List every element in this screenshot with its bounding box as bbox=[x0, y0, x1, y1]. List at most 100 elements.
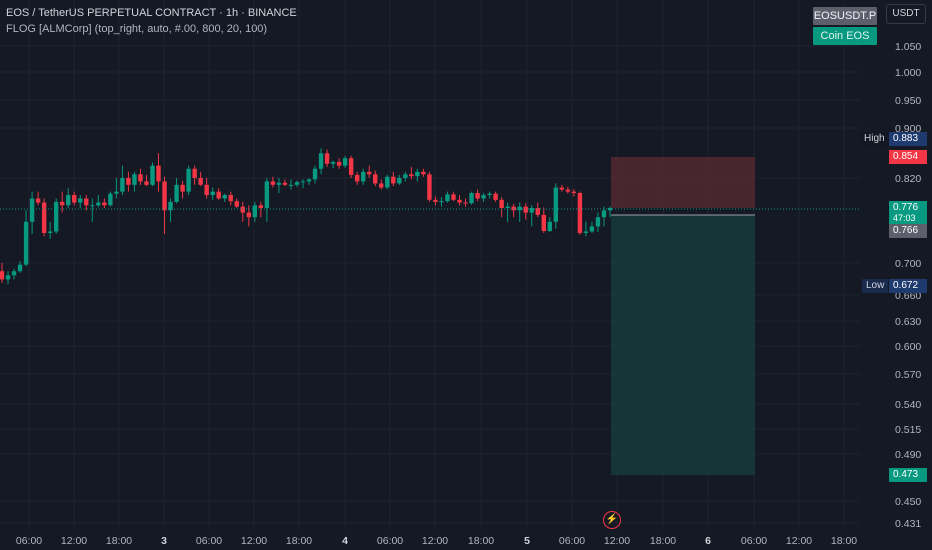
price-tick: 1.000 bbox=[895, 67, 921, 79]
candle-body bbox=[535, 208, 540, 215]
candle bbox=[409, 166, 414, 180]
stop-value: 0.854 bbox=[889, 150, 927, 164]
candle bbox=[132, 171, 137, 192]
candle-body bbox=[445, 194, 450, 202]
stop-loss-zone[interactable] bbox=[611, 157, 755, 208]
candle-body bbox=[180, 184, 185, 192]
candle bbox=[144, 174, 149, 187]
candle bbox=[403, 171, 408, 182]
candle-body bbox=[144, 181, 149, 185]
candle bbox=[294, 180, 300, 187]
candle-body bbox=[421, 171, 426, 175]
time-tick: 3 bbox=[161, 535, 167, 547]
candle bbox=[397, 174, 402, 185]
candle-body bbox=[493, 193, 498, 200]
candle bbox=[469, 191, 474, 205]
price-tick: 0.540 bbox=[895, 399, 921, 411]
candle-body bbox=[47, 231, 53, 233]
candle-body bbox=[276, 182, 282, 185]
candle bbox=[180, 180, 185, 199]
candle bbox=[240, 201, 245, 222]
candle bbox=[517, 202, 522, 222]
candle-body bbox=[481, 195, 486, 199]
target-value: 0.473 bbox=[889, 468, 927, 482]
candle-body bbox=[240, 206, 245, 213]
candle bbox=[222, 193, 227, 202]
candle bbox=[192, 165, 197, 185]
candle bbox=[601, 206, 607, 227]
candle-body bbox=[282, 182, 288, 185]
time-tick: 06:00 bbox=[16, 535, 42, 547]
candle bbox=[29, 191, 35, 234]
candle bbox=[445, 191, 450, 203]
countdown: 47:03 bbox=[889, 213, 927, 224]
price-tick: 0.515 bbox=[895, 424, 921, 436]
candle-body bbox=[120, 178, 125, 192]
candle-body bbox=[252, 205, 258, 218]
candle-body bbox=[156, 165, 161, 182]
candle-body bbox=[102, 202, 107, 206]
candle-body bbox=[541, 214, 546, 231]
candle bbox=[427, 171, 432, 202]
candle-body bbox=[360, 171, 366, 182]
candle bbox=[373, 170, 378, 187]
candle bbox=[282, 179, 288, 187]
candle-body bbox=[288, 184, 294, 186]
currency-button[interactable]: USDT bbox=[886, 4, 926, 24]
candle bbox=[571, 188, 577, 197]
time-tick: 18:00 bbox=[106, 535, 132, 547]
lightning-icon[interactable]: ⚡ bbox=[603, 511, 621, 529]
candle-body bbox=[379, 183, 384, 188]
candle bbox=[300, 179, 306, 189]
candle-body bbox=[511, 206, 516, 211]
candle bbox=[53, 198, 59, 234]
candle-body bbox=[336, 161, 342, 166]
candle-body bbox=[168, 201, 173, 211]
candle-body bbox=[595, 217, 601, 227]
entry-value: 0.766 bbox=[889, 224, 927, 238]
candle-body bbox=[150, 165, 155, 185]
candle bbox=[595, 212, 601, 232]
candle-body bbox=[294, 182, 300, 185]
candle-body bbox=[529, 208, 534, 213]
candle-body bbox=[397, 178, 402, 184]
candle bbox=[216, 188, 221, 200]
candle-body bbox=[318, 153, 324, 169]
time-tick: 18:00 bbox=[650, 535, 676, 547]
candle bbox=[415, 168, 420, 182]
candle bbox=[589, 221, 595, 233]
candle bbox=[162, 176, 167, 234]
symbol-title: EOS / TetherUS PERPETUAL CONTRACT · 1h ·… bbox=[6, 7, 297, 19]
time-tick: 12:00 bbox=[786, 535, 812, 547]
candle bbox=[11, 268, 17, 280]
candle bbox=[168, 198, 173, 222]
price-tick: 0.950 bbox=[895, 95, 921, 107]
price-tick: 1.050 bbox=[895, 41, 921, 53]
candle bbox=[126, 171, 131, 192]
time-tick: 06:00 bbox=[377, 535, 403, 547]
candle-body bbox=[324, 153, 330, 164]
candle-body bbox=[264, 181, 270, 208]
time-tick: 06:00 bbox=[741, 535, 767, 547]
candle bbox=[288, 179, 294, 190]
price-tick: 0.450 bbox=[895, 496, 921, 508]
candle bbox=[481, 193, 486, 202]
candle bbox=[47, 221, 53, 239]
candle-body bbox=[198, 178, 203, 185]
candle-body bbox=[553, 187, 559, 222]
candle-body bbox=[367, 171, 372, 175]
take-profit-zone[interactable] bbox=[611, 215, 755, 475]
candle-body bbox=[330, 161, 336, 164]
candle-body bbox=[222, 195, 227, 199]
time-tick: 4 bbox=[342, 535, 348, 547]
candle bbox=[78, 195, 83, 208]
candle bbox=[41, 198, 47, 237]
candle-body bbox=[84, 198, 89, 206]
candle-body bbox=[114, 191, 119, 194]
candle-body bbox=[409, 174, 414, 177]
candle-body bbox=[300, 181, 306, 183]
candle-body bbox=[415, 171, 420, 177]
candle-body bbox=[385, 176, 390, 188]
candle bbox=[23, 210, 29, 267]
